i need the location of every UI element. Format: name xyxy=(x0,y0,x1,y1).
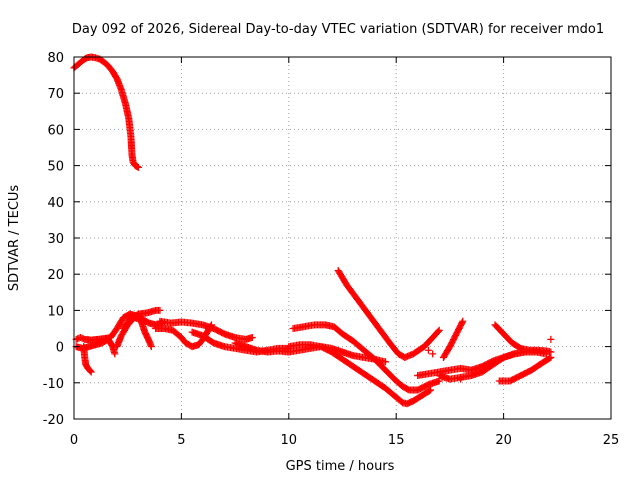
data-point xyxy=(156,306,164,314)
data-point xyxy=(147,343,155,351)
data-point xyxy=(424,346,432,354)
y-axis-title: SDTVAR / TECUs xyxy=(7,185,22,292)
data-point xyxy=(381,358,389,366)
y-tick-label: 60 xyxy=(47,123,64,138)
data-point xyxy=(248,334,256,342)
series-arc-k xyxy=(289,321,443,394)
data-point xyxy=(457,375,465,383)
axis-ticks xyxy=(73,56,612,420)
data-point xyxy=(547,335,555,343)
series-arc-s xyxy=(424,335,555,383)
series-arc-q xyxy=(491,321,555,356)
y-tick-label: 50 xyxy=(47,160,64,175)
grid xyxy=(74,57,611,419)
y-tick-label: -10 xyxy=(43,377,64,392)
data-point xyxy=(111,350,119,358)
x-tick-label: 0 xyxy=(70,433,78,448)
data-point xyxy=(87,368,95,376)
x-tick-label: 10 xyxy=(281,433,298,448)
series-arc-l xyxy=(285,341,435,408)
x-tick-label: 15 xyxy=(388,433,405,448)
series-arc-c xyxy=(80,343,95,376)
y-tick-label: -20 xyxy=(43,413,64,428)
y-tick-label: 40 xyxy=(47,196,64,211)
y-tick-label: 20 xyxy=(47,268,64,283)
data-point xyxy=(86,367,94,375)
y-tick-label: 10 xyxy=(47,304,64,319)
data-point xyxy=(546,354,554,362)
data-point xyxy=(134,163,142,171)
tick-labels: -20 -10 0 10 20 30 40 50 60 70 80 0 5 10 15 20 25 xyxy=(43,51,620,448)
x-tick-label: 25 xyxy=(603,433,620,448)
data-point xyxy=(435,326,443,334)
x-axis-title: GPS time / hours xyxy=(286,459,395,474)
y-tick-label: 70 xyxy=(47,87,64,102)
series-arc-f xyxy=(119,306,164,332)
data-point xyxy=(547,353,555,361)
data-points xyxy=(70,53,555,408)
y-tick-label: 0 xyxy=(56,341,64,356)
x-tick-label: 20 xyxy=(495,433,512,448)
series-arc-r xyxy=(495,353,555,385)
series-arc-o xyxy=(439,317,467,361)
series-arc-d xyxy=(72,335,119,358)
series-arc-h xyxy=(156,317,256,343)
series-arc-a xyxy=(70,53,142,171)
data-point xyxy=(427,386,435,394)
data-point xyxy=(434,327,442,335)
y-tick-label: 30 xyxy=(47,232,64,247)
data-point xyxy=(429,350,437,358)
data-point xyxy=(458,319,466,327)
chart-title: Day 092 of 2026, Sidereal Day-to-day VTE… xyxy=(72,22,604,37)
y-tick-label: 80 xyxy=(47,51,64,66)
series-arc-p xyxy=(435,348,529,383)
data-point xyxy=(459,317,467,325)
data-point xyxy=(425,387,433,395)
x-tick-label: 5 xyxy=(177,433,185,448)
series-arc-m xyxy=(334,267,443,361)
